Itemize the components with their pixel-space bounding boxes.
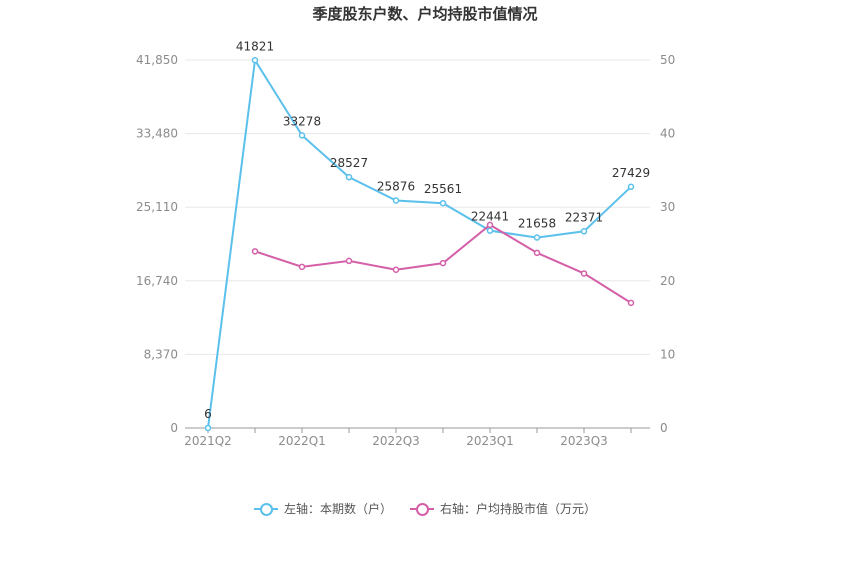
- left-axis-tick-label: 25,110: [136, 200, 178, 214]
- legend-line-marker-icon: [253, 502, 278, 516]
- left-axis-tick-label: 8,370: [144, 347, 178, 361]
- data-label: 22441: [471, 210, 509, 224]
- right-axis-tick-label: 50: [660, 53, 675, 67]
- grid-lines: [185, 59, 650, 355]
- series-layer: [204, 57, 635, 432]
- chart-title: 季度股东户数、户均持股市值情况: [312, 5, 537, 23]
- left-axis-tick-label: 41,850: [136, 53, 178, 67]
- series-line-0: [207, 57, 632, 429]
- data-point[interactable]: [580, 228, 588, 235]
- data-point[interactable]: [627, 299, 635, 307]
- x-axis-tick-label: 2022Q1: [278, 434, 326, 448]
- data-label: 27429: [612, 166, 650, 180]
- data-point[interactable]: [439, 199, 447, 207]
- data-label: 22371: [565, 210, 603, 224]
- left-axis-tick-label: 16,740: [136, 274, 178, 288]
- data-point[interactable]: [486, 221, 494, 229]
- data-label: 33278: [283, 114, 321, 128]
- right-axis-tick-label: 30: [660, 200, 675, 214]
- left-axis-tick-label: 33,480: [136, 127, 178, 141]
- legend-line-marker-icon: [410, 502, 434, 516]
- data-point[interactable]: [298, 132, 306, 139]
- data-label: 21658: [518, 217, 556, 231]
- data-point[interactable]: [251, 248, 259, 255]
- data-point[interactable]: [439, 259, 447, 267]
- data-point[interactable]: [486, 227, 494, 234]
- x-axis-tick-label: 2022Q3: [372, 434, 420, 448]
- left-axis-tick-label: 0: [170, 421, 178, 435]
- legend-label: 右轴：户均持股市值（万元）: [440, 502, 597, 516]
- data-label: 6: [204, 407, 212, 421]
- data-label: 25561: [424, 182, 462, 196]
- data-label: 25876: [377, 179, 415, 193]
- data-point[interactable]: [392, 197, 400, 204]
- data-point[interactable]: [345, 257, 353, 265]
- data-point[interactable]: [251, 57, 259, 64]
- legend: 左轴：本期数（户） 右轴：户均持股市值（万元）: [0, 500, 850, 517]
- data-point[interactable]: [580, 270, 588, 277]
- right-axis-tick-label: 40: [660, 127, 675, 141]
- data-point[interactable]: [204, 424, 212, 432]
- right-axis-tick-label: 10: [660, 347, 675, 361]
- data-point[interactable]: [298, 263, 306, 271]
- data-point[interactable]: [627, 183, 635, 191]
- x-axis-tick-label: 2023Q3: [560, 434, 608, 448]
- data-point[interactable]: [392, 266, 400, 274]
- legend-item-1[interactable]: 右轴：户均持股市值（万元）: [410, 500, 596, 517]
- right-axis-tick-label: 20: [660, 274, 675, 288]
- legend-label: 左轴：本期数（户）: [283, 502, 392, 516]
- x-axis-tick-label: 2021Q2: [184, 434, 232, 448]
- legend-item-0[interactable]: 左轴：本期数（户）: [253, 500, 392, 517]
- data-label: 41821: [236, 39, 274, 53]
- right-axis-tick-label: 0: [660, 421, 668, 435]
- data-point[interactable]: [533, 234, 541, 241]
- axes: 0 8,370 16,740 25,110 33,480 41,850 0 10 20 30 40 5…: [136, 53, 675, 448]
- data-point[interactable]: [345, 173, 353, 181]
- data-labels: 6 41821 33278 28527 25876 25561 22441 21658 2237…: [204, 39, 650, 421]
- data-label: 28527: [330, 156, 368, 170]
- x-axis-tick-label: 2023Q1: [466, 434, 514, 448]
- data-point[interactable]: [533, 249, 541, 257]
